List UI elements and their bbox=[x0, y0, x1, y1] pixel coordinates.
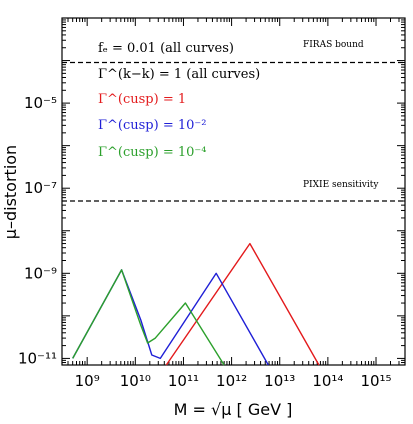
y-tick-label: 10⁻⁷ bbox=[24, 179, 57, 197]
x-tick-label: 10¹¹ bbox=[168, 372, 199, 390]
x-tick-label: 10¹⁵ bbox=[360, 372, 391, 390]
x-tick-label: 10¹⁰ bbox=[120, 372, 151, 390]
x-tick-labels: 10⁹ 10¹⁰ 10¹¹ 10¹² 10¹³ 10¹⁴ 10¹⁵ bbox=[75, 372, 392, 390]
x-tick-label: 10¹² bbox=[216, 372, 247, 390]
y-tick-label: 10⁻¹¹ bbox=[18, 349, 57, 367]
series-line bbox=[72, 269, 269, 366]
reference-lines bbox=[62, 61, 405, 202]
firas-label: FIRAS bound bbox=[303, 40, 364, 50]
ticks bbox=[61, 17, 406, 366]
series-line bbox=[165, 242, 320, 366]
series-line bbox=[72, 269, 225, 366]
plot-frame bbox=[61, 17, 406, 366]
series-lines bbox=[72, 242, 320, 366]
legend-text-gamma-cusp-1e-4: Γ^(cusp) = 10⁻⁴ bbox=[98, 145, 206, 160]
legend-text-fe: fₑ = 0.01 (all curves) bbox=[98, 41, 234, 56]
y-axis-label: μ–distortion bbox=[1, 145, 20, 239]
y-tick-label: 10⁻⁹ bbox=[24, 264, 57, 282]
x-tick-label: 10¹⁴ bbox=[312, 372, 343, 390]
y-tick-labels: 10⁻¹¹ 10⁻⁹ 10⁻⁷ 10⁻⁵ bbox=[18, 94, 57, 367]
pixie-label: PIXIE sensitivity bbox=[303, 180, 379, 190]
legend-text-gamma-cusp-1e-2: Γ^(cusp) = 10⁻² bbox=[98, 118, 206, 133]
x-tick-label: 10⁹ bbox=[75, 372, 100, 390]
y-tick-label: 10⁻⁵ bbox=[24, 94, 57, 112]
legend-text-gamma-cusp-1: Γ^(cusp) = 1 bbox=[98, 92, 186, 107]
x-axis-label: M = √μ [ GeV ] bbox=[174, 400, 293, 419]
legend-text-gamma-kk: Γ^(k−k) = 1 (all curves) bbox=[98, 67, 260, 82]
legend-annotations: fₑ = 0.01 (all curves) Γ^(k−k) = 1 (all … bbox=[98, 41, 260, 160]
x-tick-label: 10¹³ bbox=[264, 372, 295, 390]
